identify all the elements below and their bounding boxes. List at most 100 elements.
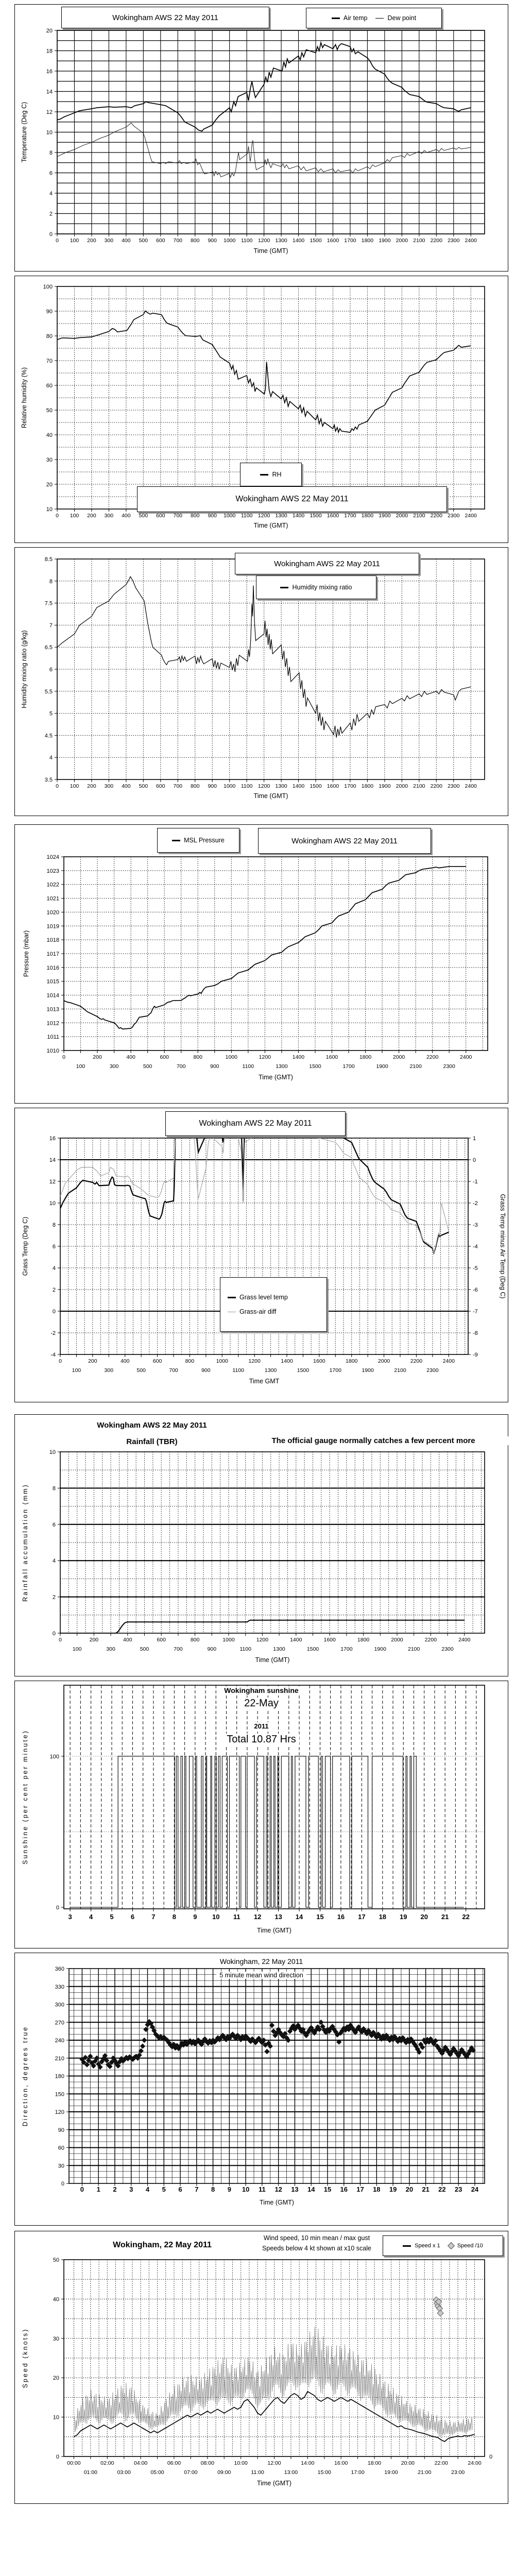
svg-text:1012: 1012 <box>47 1020 59 1026</box>
svg-text:400: 400 <box>126 1054 135 1060</box>
svg-text:19:00: 19:00 <box>384 2469 398 2476</box>
svg-text:1400: 1400 <box>281 1358 293 1364</box>
svg-text:1000: 1000 <box>224 783 236 789</box>
svg-text:1400: 1400 <box>293 238 305 244</box>
svg-text:1800: 1800 <box>346 1358 358 1364</box>
svg-text:1800: 1800 <box>359 1054 372 1060</box>
svg-text:5.5: 5.5 <box>45 689 53 695</box>
grid-humidity-mixing-ratio <box>57 558 485 780</box>
svg-text:03:00: 03:00 <box>117 2469 131 2476</box>
svg-text:1800: 1800 <box>362 238 374 244</box>
svg-text:900: 900 <box>201 1367 211 1374</box>
axis-labels-sunshine: 3 4 5 6 7 8 9 10 11 12 13 14 15 16 17 18 19 20 21 22 Time (G… <box>22 1730 470 1934</box>
series-sunshine <box>70 1756 464 1908</box>
svg-text:0: 0 <box>56 2454 59 2460</box>
svg-text:16: 16 <box>49 1136 56 1142</box>
svg-text:1200: 1200 <box>258 783 270 789</box>
svg-text:3: 3 <box>68 1913 72 1921</box>
svg-text:400: 400 <box>122 783 131 789</box>
svg-text:2000: 2000 <box>396 238 408 244</box>
axis-labels-air-temp-dew-point: 0 100 200 300 400 500 600 700 800 900 1000 1100 1200… <box>21 28 477 255</box>
svg-text:1000: 1000 <box>216 1358 229 1364</box>
svg-text:100: 100 <box>72 1367 81 1374</box>
axis-labels-grass-temp: 0100200300400500600700800900100011001200… <box>22 1136 506 1385</box>
svg-text:1: 1 <box>97 2185 100 2193</box>
svg-text:13:00: 13:00 <box>284 2469 298 2476</box>
panel-msl-pressure: 0 100 200 300 400 500 600 700 800 900 1000 1100 1200… <box>14 824 508 1104</box>
svg-text:1300: 1300 <box>275 513 287 519</box>
axis-labels-relative-humidity: 0 100 200 300 400 500 600 700 800 900 1000 1100 1200… <box>21 284 477 529</box>
svg-text:2400: 2400 <box>443 1358 455 1364</box>
svg-text:1600: 1600 <box>327 513 339 519</box>
svg-text:10: 10 <box>53 2415 59 2421</box>
svg-text:0: 0 <box>59 1358 62 1364</box>
svg-text:2300: 2300 <box>426 1367 439 1374</box>
svg-text:400: 400 <box>122 238 131 244</box>
svg-text:Direction, degrees true: Direction, degrees true <box>22 2026 29 2126</box>
panel-air-temp: 0 100 200 300 400 500 600 700 800 900 1000 1100 1200… <box>14 4 508 272</box>
svg-text:800: 800 <box>191 1637 200 1643</box>
svg-text:Speed (knots): Speed (knots) <box>22 2328 29 2388</box>
svg-text:1100: 1100 <box>241 783 253 789</box>
svg-text:-1: -1 <box>473 1179 478 1185</box>
svg-text:18: 18 <box>46 48 53 55</box>
chart-date: 22-May <box>241 1698 282 1709</box>
svg-text:4: 4 <box>146 2185 150 2193</box>
chart-title-box: Wokingham AWS 22 May 2011 <box>137 486 447 512</box>
svg-text:22: 22 <box>438 2185 445 2193</box>
rainfall-chart-canvas: 0100200300400500600700800900100011001200… <box>22 1449 485 1664</box>
svg-text:18: 18 <box>373 2185 380 2193</box>
svg-text:2100: 2100 <box>408 1646 420 1652</box>
svg-text:2: 2 <box>53 1595 56 1601</box>
svg-text:0: 0 <box>49 231 53 238</box>
svg-text:10:00: 10:00 <box>234 2460 248 2466</box>
svg-text:1200: 1200 <box>248 1358 261 1364</box>
svg-text:1020: 1020 <box>47 909 59 916</box>
svg-text:1200: 1200 <box>258 513 270 519</box>
svg-text:1000: 1000 <box>224 238 236 244</box>
chart-title-box: Wokingham AWS 22 May 2011 <box>258 828 431 854</box>
svg-text:1500: 1500 <box>307 1646 319 1652</box>
svg-text:2400: 2400 <box>465 783 477 789</box>
svg-text:60: 60 <box>58 2145 64 2151</box>
svg-text:14: 14 <box>49 1157 56 1163</box>
svg-text:2400: 2400 <box>465 513 477 519</box>
svg-text:1400: 1400 <box>293 513 305 519</box>
svg-text:1700: 1700 <box>344 513 356 519</box>
wind-speed-chart-canvas: 00:00 01:0002:0003:0004:0005:0006:0007:00… <box>22 2257 492 2487</box>
svg-text:Time (GMT): Time (GMT) <box>259 1074 293 1081</box>
hmr-line-swatch <box>280 586 289 588</box>
svg-text:1600: 1600 <box>313 1358 325 1364</box>
legend: Speed x 1 Speed /10 <box>383 2235 503 2256</box>
relative-humidity-chart-canvas: 0 100 200 300 400 500 600 700 800 900 1000 1100 1200… <box>21 284 485 529</box>
svg-text:01:00: 01:00 <box>84 2469 97 2476</box>
svg-text:Time (GMT): Time (GMT) <box>254 522 288 529</box>
svg-text:700: 700 <box>174 238 183 244</box>
svg-text:2000: 2000 <box>396 513 408 519</box>
svg-text:14: 14 <box>46 89 53 95</box>
svg-text:100: 100 <box>73 1646 82 1652</box>
svg-text:11: 11 <box>233 1913 241 1921</box>
svg-text:300: 300 <box>105 783 114 789</box>
svg-text:08:00: 08:00 <box>201 2460 214 2466</box>
svg-text:00:00: 00:00 <box>67 2460 80 2466</box>
chart-note-2: Speeds below 4 kt shown at x10 scale <box>247 2245 387 2252</box>
pressure-line-swatch <box>172 839 181 841</box>
svg-text:1300: 1300 <box>275 238 287 244</box>
svg-text:2200: 2200 <box>425 1637 437 1643</box>
svg-text:Relative humidity (%): Relative humidity (%) <box>21 367 28 428</box>
grid-wind-direction <box>69 1968 485 2184</box>
svg-text:800: 800 <box>193 1054 202 1060</box>
svg-text:1018: 1018 <box>47 937 59 943</box>
svg-text:2400: 2400 <box>465 238 477 244</box>
svg-text:500: 500 <box>140 1646 149 1652</box>
air-temp-chart-canvas: 0 100 200 300 400 500 600 700 800 900 1000 1100 1200… <box>21 28 485 255</box>
svg-text:11: 11 <box>259 2185 266 2193</box>
svg-text:4: 4 <box>89 1913 93 1921</box>
svg-text:400: 400 <box>121 1358 130 1364</box>
svg-text:500: 500 <box>139 783 148 789</box>
svg-text:1500: 1500 <box>310 783 322 789</box>
svg-text:2400: 2400 <box>460 1054 472 1060</box>
panel-grass-temp: 0 100 200 300 400 500 600 700 800 900 1000 1100 1200… <box>14 1108 508 1402</box>
svg-text:300: 300 <box>55 2002 64 2008</box>
